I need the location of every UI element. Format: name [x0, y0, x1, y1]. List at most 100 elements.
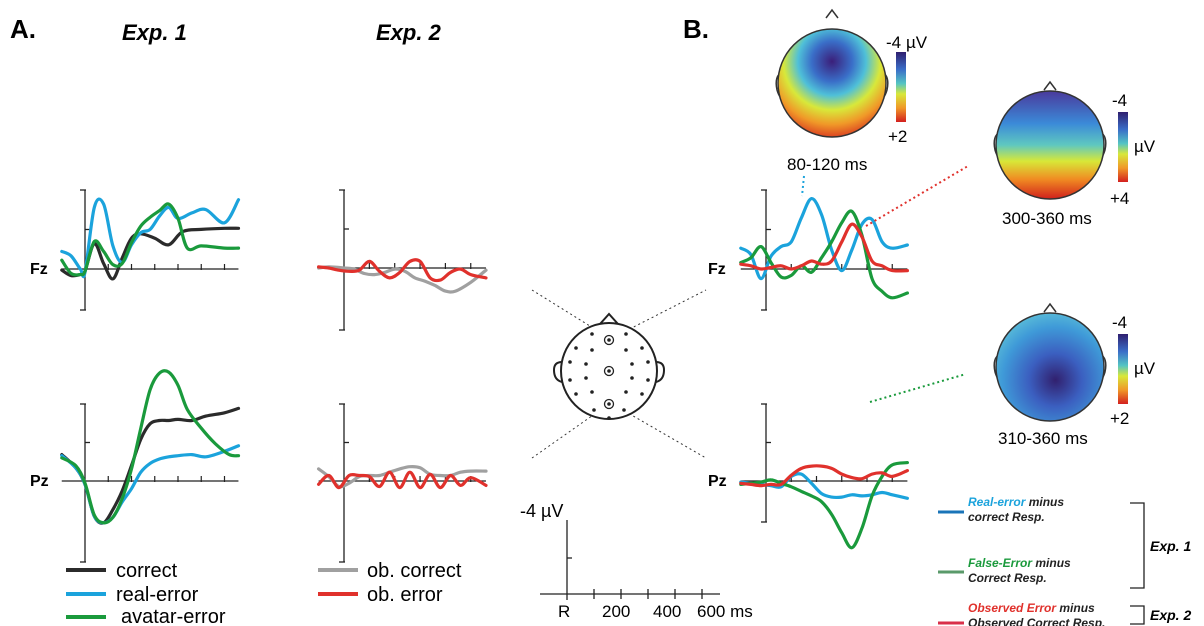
electrode-dot	[568, 378, 572, 382]
electrode-dot	[607, 402, 611, 406]
fz-label-a: Fz	[30, 261, 48, 278]
series-line-observed-error-minus-observed-correct-resp	[739, 464, 909, 488]
colorbar-bottom-1: +2	[888, 127, 907, 146]
topomap-head	[995, 90, 1105, 200]
connector-line	[615, 405, 707, 459]
colorbar-top-1: -4	[886, 33, 901, 52]
connector-line	[865, 165, 969, 227]
colorbar-bottom-3: +2	[1110, 409, 1129, 428]
plot-exp1-fz	[60, 189, 241, 311]
electrode-dot	[574, 392, 578, 396]
legend-label-correct: correct	[116, 560, 178, 582]
electrode-dot	[592, 408, 596, 412]
scale-bar-amplitude: -4 µV	[520, 501, 563, 521]
scale-tick-600: 600 ms	[697, 602, 753, 621]
colorbar-unit-1: µV	[906, 33, 928, 52]
electrode-dot	[630, 376, 634, 380]
scale-bar	[540, 520, 720, 600]
colorbar	[1118, 334, 1128, 404]
topomap-head	[995, 312, 1105, 422]
electrode-dot	[607, 369, 611, 373]
legend-b-line2-2: Correct Resp.	[968, 571, 1047, 585]
electrode-dot	[640, 346, 644, 350]
series-line-correct	[60, 406, 241, 525]
electrode-dot	[568, 360, 572, 364]
bracket-label-exp2: Exp. 2	[1150, 607, 1191, 623]
topomap-window-2: 300-360 ms	[1002, 209, 1092, 228]
series-line-real-error-minus-correct-resp	[739, 197, 909, 281]
electrode-dots	[568, 332, 650, 420]
topomap-nose-icon	[825, 8, 839, 19]
legend-b-rest-2: minus	[1032, 556, 1071, 570]
electrode-dot	[624, 332, 628, 336]
topomap-window-1: 80-120 ms	[787, 155, 867, 174]
topomap-head	[777, 28, 887, 138]
exp2-title: Exp. 2	[376, 20, 442, 45]
panel-a-label: A.	[10, 14, 36, 44]
series-line-false-error-minus-correct-resp	[739, 461, 909, 550]
scale-tick-400: 400	[653, 602, 681, 621]
series-line-ob-correct	[317, 265, 488, 294]
legend-b-rest-3: minus	[1056, 601, 1095, 615]
plot-diff-fz	[739, 189, 909, 311]
electrode-dot	[584, 362, 588, 366]
colorbar-unit-3: µV	[1134, 359, 1156, 378]
legend-exp2: ob. correct ob. error	[318, 560, 462, 606]
legend-b-entry-3: Observed Error minus	[968, 601, 1095, 615]
topomap-80-120	[775, 8, 906, 138]
fz-label-b: Fz	[708, 261, 726, 278]
electrode-dot	[640, 392, 644, 396]
scale-tick-200: 200	[602, 602, 630, 621]
plot-exp2-fz	[317, 189, 488, 331]
topomap-window-3: 310-360 ms	[998, 429, 1088, 448]
series-line-ob-correct	[317, 465, 488, 489]
legend-label-ob-error: ob. error	[367, 584, 443, 606]
legend-b-colored-3: Observed Error	[968, 601, 1057, 615]
legend-difference-waves: Real-error minus correct Resp. False-Err…	[938, 495, 1145, 626]
plot-diff-pz	[739, 403, 909, 550]
colorbar	[896, 52, 906, 122]
legend-b-rest-1: minus	[1025, 495, 1064, 509]
electrode-dot	[590, 332, 594, 336]
exp1-title: Exp. 1	[122, 20, 187, 45]
connector-line	[869, 373, 967, 403]
pz-label-b: Pz	[708, 473, 727, 490]
electrode-dot	[590, 348, 594, 352]
series-line-ob-error	[317, 470, 488, 490]
electrode-dot	[607, 338, 611, 342]
topomap-300-360	[993, 80, 1128, 200]
nose-icon	[599, 312, 619, 325]
legend-label-ob-correct: ob. correct	[367, 560, 462, 582]
pz-label-a: Pz	[30, 473, 49, 490]
panel-b-label: B.	[683, 14, 709, 44]
legend-b-entry-1: Real-error minus	[968, 495, 1064, 509]
topomap-310-360	[993, 302, 1128, 422]
electrode-dot	[622, 408, 626, 412]
bracket-label-exp1: Exp. 1	[1150, 538, 1191, 554]
legend-label-avatar-error: avatar-error	[121, 606, 226, 626]
electrode-dot	[607, 416, 611, 420]
legend-exp1: correct real-error avatar-error	[66, 560, 226, 626]
electrode-pz-marker	[603, 398, 615, 410]
connector-line	[801, 175, 805, 197]
legend-b-line2-3: Observed Correct Resp.	[968, 616, 1105, 626]
left-ear-icon	[552, 361, 563, 383]
electrode-dot	[624, 348, 628, 352]
series-line-observed-error-minus-observed-correct-resp	[739, 222, 909, 273]
legend-b-entry-2: False-Error minus	[968, 556, 1071, 570]
bracket-exp2	[1130, 605, 1145, 625]
colorbar-unit-2: µV	[1134, 137, 1156, 156]
legend-b-line2-1: correct Resp.	[968, 510, 1045, 524]
series-line-avatar-error	[60, 369, 241, 525]
legend-b-colored-2: False-Error	[968, 556, 1033, 570]
scale-tick-r: R	[558, 602, 570, 621]
electrode-dot	[646, 378, 650, 382]
topomap-nose-icon	[1043, 80, 1057, 91]
electrode-cz-marker	[603, 365, 615, 377]
colorbar-top-3: -4	[1112, 313, 1127, 332]
electrode-dot	[590, 390, 594, 394]
legend-label-real-error: real-error	[116, 584, 199, 606]
electrode-dot	[630, 362, 634, 366]
head-electrode-map	[531, 289, 707, 459]
